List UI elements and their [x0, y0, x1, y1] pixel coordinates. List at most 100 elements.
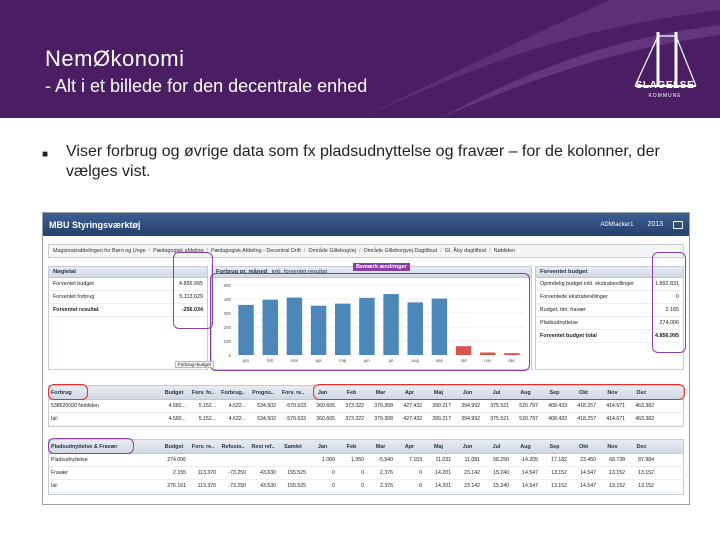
column-header[interactable]: Rest ref.. [251, 443, 275, 450]
chart-bar[interactable] [455, 346, 472, 355]
chart-bar[interactable] [504, 353, 520, 355]
table-cell: 68.738 [609, 457, 625, 463]
column-header[interactable]: Apr [404, 389, 415, 396]
x-tick-label: sep [436, 358, 444, 363]
column-header[interactable]: Jul [492, 443, 501, 450]
table-cell: 43.630 [260, 483, 276, 489]
column-header[interactable]: Maj [434, 389, 443, 396]
column-header[interactable]: Nov [607, 443, 618, 450]
noegletal-row: Forventet forbrug 5.113.029 [49, 291, 207, 304]
logo-wordmark: SLAGELSE [635, 80, 695, 91]
column-header[interactable]: Feb [346, 389, 357, 396]
table-cell: 4.582... [168, 403, 186, 409]
column-header[interactable]: Pladsudnyttelse & Fravær [51, 443, 118, 450]
chart-bar[interactable] [335, 303, 351, 355]
table-cell: 5.152... [198, 416, 216, 422]
column-header[interactable]: Nov [607, 389, 618, 396]
column-header[interactable]: Okt [579, 443, 588, 450]
column-header[interactable]: Jan [317, 389, 328, 396]
column-header[interactable]: Sep [549, 389, 560, 396]
column-header[interactable]: Progno.. [252, 389, 274, 396]
table-cell: 418.257 [577, 416, 596, 422]
print-icon[interactable] [673, 220, 683, 229]
column-header[interactable]: Refusio.. [221, 443, 245, 450]
noegletal-row: Forventet budget 4.856.995 [49, 278, 207, 291]
table-cell: 427.432 [403, 403, 422, 409]
breadcrumb-item[interactable]: GI. Åby dagtilbud [444, 248, 487, 254]
column-header[interactable]: Apr [404, 443, 415, 450]
column-header[interactable]: Mar [375, 389, 386, 396]
breadcrumb-item[interactable]: Pædagogisk afdeling [153, 248, 204, 254]
table-cell: 13.152 [551, 470, 567, 476]
table-cell: 414.671 [606, 416, 625, 422]
chart-title-extra: inkl. forventet resultat [271, 269, 327, 275]
column-header[interactable]: Aug [520, 443, 531, 450]
column-header[interactable]: Jul [492, 389, 501, 396]
table-cell: 379.308 [374, 416, 393, 422]
table-cell: 5.152... [198, 403, 216, 409]
column-header[interactable]: Sep [549, 443, 560, 450]
chart-bar[interactable] [359, 297, 375, 355]
table-cell: 520.797 [519, 416, 538, 422]
table-cell: 379.308 [374, 403, 393, 409]
table-cell: 418.257 [577, 403, 596, 409]
breadcrumb-separator: / [303, 248, 306, 254]
column-header[interactable]: Budget [164, 443, 184, 450]
breadcrumb-item[interactable]: Område Gillebogvej [308, 248, 356, 254]
table-cell: 23.142 [464, 483, 480, 489]
chart-bar[interactable] [310, 305, 327, 355]
column-header[interactable]: Jan [317, 443, 328, 450]
chart-bar[interactable] [286, 297, 303, 355]
table-cell: 17.182 [551, 457, 567, 463]
table-row[interactable]: 538620000 Nobliden 4.582... 5.152... 4.632.… [49, 400, 683, 413]
pladsudnyttelse-grid: Pladsudnyttelse & Fravær Budget Forv. re..… [48, 439, 684, 495]
chart-bar[interactable] [407, 302, 423, 355]
breadcrumb-item[interactable]: Nøbliden [493, 248, 516, 254]
column-header[interactable]: Aug [520, 389, 531, 396]
column-header[interactable]: Dec [636, 389, 647, 396]
column-header[interactable]: Dec [636, 443, 647, 450]
chart-bar[interactable] [262, 299, 278, 355]
column-header[interactable]: Okt [579, 389, 588, 396]
column-header[interactable]: Budget [164, 389, 184, 396]
x-tick-label: nov [484, 358, 492, 363]
row-value: 4.856.995 [655, 333, 679, 339]
table-cell: 373.322 [345, 403, 364, 409]
chart-bar[interactable] [480, 352, 496, 355]
column-header[interactable]: Jun [462, 389, 473, 396]
column-header[interactable]: Samlet [284, 443, 302, 450]
table-cell: 58.250 [493, 457, 509, 463]
user-name[interactable]: ADM\acker1 [600, 221, 634, 228]
column-header[interactable]: Forv. re.. [281, 389, 305, 396]
table-row[interactable]: Ial: 4.582... 5.152... 4.632... 534.502 -579.… [49, 413, 683, 426]
chart-bar[interactable] [238, 304, 254, 355]
chart-bar[interactable] [383, 294, 399, 355]
table-row[interactable]: Fravær 2.155 113.370 -73.250 43.630 155.525 0 0… [49, 467, 683, 480]
column-header[interactable]: Forv. fo.. [191, 389, 215, 396]
column-header[interactable]: Forbrug [51, 389, 72, 396]
column-header[interactable]: Forv. re.. [191, 443, 215, 450]
column-header[interactable]: Mar [375, 443, 386, 450]
chart-bar[interactable] [431, 298, 448, 355]
breadcrumb-item[interactable]: Område Gilleborgvej Dagtilbud [363, 248, 438, 254]
table-cell: 13.152 [638, 470, 654, 476]
breadcrumb-item[interactable]: Pædagogisk Afdeling - Decentral Drift [210, 248, 301, 254]
table-row[interactable]: Ial: 276.161 113.370 -73.250 43.630 155.525 0 0… [49, 480, 683, 493]
year-selector[interactable]: 2013 [647, 221, 663, 228]
column-header[interactable]: Maj [434, 443, 443, 450]
column-header[interactable]: Feb [346, 443, 357, 450]
table-cell: 0 [332, 470, 335, 476]
table-cell: Pladsudnyttelse [51, 457, 88, 463]
table-cell: 373.322 [345, 416, 364, 422]
table-cell: 463.382 [635, 403, 654, 409]
table-cell: 14.547 [580, 483, 596, 489]
column-header[interactable]: Jun [462, 443, 473, 450]
table-cell: 14.201 [435, 470, 451, 476]
breadcrumb-item[interactable]: Magistratsafdelingen for Børn og Unge [53, 248, 146, 254]
table-cell: 0 [361, 483, 364, 489]
column-header[interactable]: Forbrug.. [221, 389, 245, 396]
table-cell: 113.370 [197, 483, 216, 489]
table-row[interactable]: Pladsudnyttelse 274.006 1.060 1.050 -5.540 7.… [49, 454, 683, 467]
forbrug-bar-chart: 500 400 300 200 100 0 jan feb mar apr maj jun jul aug… [223, 283, 524, 363]
chart-legend-button[interactable]: Forbrug+budget [175, 361, 214, 368]
